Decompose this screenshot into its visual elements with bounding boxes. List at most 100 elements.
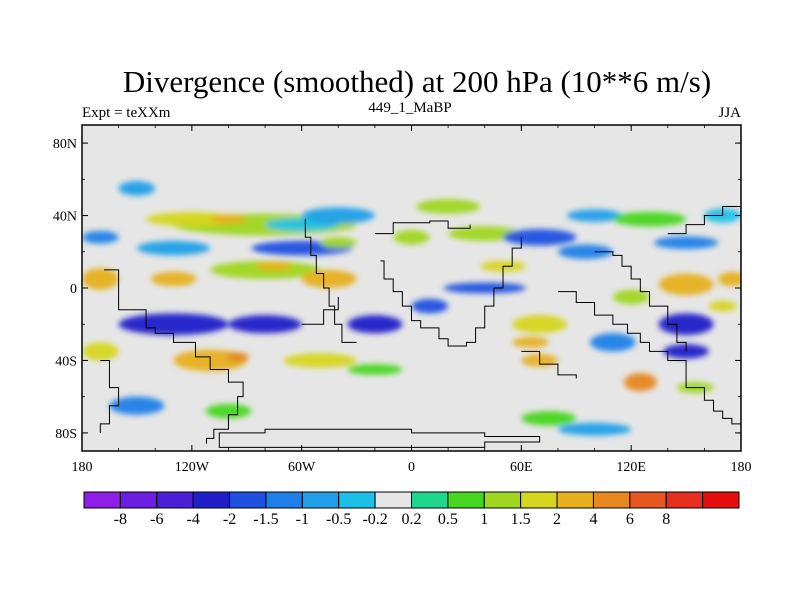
coastline-segment	[594, 251, 687, 352]
colorbar-box	[665, 491, 704, 509]
y-tick-label: 80S	[55, 427, 77, 442]
colorbar-label: 6	[626, 511, 634, 528]
field-blob	[150, 271, 197, 287]
field-blob	[146, 211, 238, 227]
colorbar-box	[411, 491, 449, 509]
y-tick-label: 40S	[55, 354, 77, 369]
field-blob	[109, 396, 165, 415]
field-blob	[448, 226, 522, 241]
field-blob	[718, 271, 741, 287]
field-blob	[255, 261, 293, 271]
field-blob	[347, 315, 403, 334]
field-blob	[521, 411, 577, 426]
field-blob	[118, 313, 229, 336]
colorbar-box	[192, 491, 231, 509]
colorbar-label: 1	[480, 511, 488, 528]
colorbar-label: 1.5	[511, 511, 531, 528]
colorbar-label: 8	[662, 511, 670, 528]
chart-title: Divergence (smoothed) at 200 hPa (10**6 …	[123, 64, 711, 99]
field-blob	[658, 313, 714, 336]
colorbar-box	[338, 491, 376, 509]
field-blob	[82, 268, 119, 290]
field-blob	[708, 300, 737, 312]
field-blob	[347, 364, 403, 375]
field-blob	[557, 244, 613, 260]
coastline-segment	[493, 237, 522, 289]
field-blob	[623, 373, 657, 392]
coastline-segment	[103, 269, 244, 444]
colorbar-label: -0.5	[326, 511, 351, 528]
colorbar: -8 -6 -4 -2 -1.5 -1 -0.5 -0.2 0.2 0.5 1 1.5 2 4 6 8	[83, 491, 740, 528]
coastline-segment	[380, 260, 495, 347]
season-label: JJA	[718, 105, 741, 121]
y-tick-label: 0	[70, 282, 77, 297]
colorbar-box	[629, 491, 667, 509]
x-tick-label: 180	[731, 460, 752, 475]
coastline-segment	[304, 219, 357, 343]
divergence-field	[82, 181, 741, 436]
coastline-segment	[557, 291, 741, 430]
field-blob	[658, 273, 714, 296]
coastline-segment	[521, 350, 577, 379]
colorbar-box	[447, 491, 485, 509]
coastlines	[99, 197, 741, 448]
colorbar-label: -2	[223, 511, 236, 528]
coastline-segment	[301, 297, 339, 325]
colorbar-box	[119, 491, 158, 509]
field-blob	[512, 315, 568, 334]
field-blob	[136, 240, 211, 256]
experiment-label: Expt = teXXm	[82, 105, 171, 121]
field-blob	[416, 199, 481, 214]
antarctica-outline	[218, 428, 541, 448]
field-blob	[612, 289, 650, 305]
colorbar-box	[556, 491, 594, 509]
field-blob	[654, 236, 719, 250]
field-blob	[283, 353, 357, 368]
field-blob	[301, 269, 357, 289]
field-blob	[393, 230, 430, 245]
field-blob	[612, 211, 687, 227]
x-tick-label: 60E	[510, 460, 533, 475]
colorbar-label: 0.2	[402, 511, 422, 528]
field-blob	[443, 282, 526, 294]
map-plot-area: 180 120W 60W 0 60E 120E 180 80N 40N 0 40S 80S	[53, 124, 752, 475]
field-blob	[301, 207, 375, 224]
coastline-segment	[667, 197, 741, 235]
field-blob	[589, 333, 636, 352]
colorbar-box	[592, 491, 631, 509]
colorbar-box	[301, 491, 340, 509]
colorbar-label: -4	[187, 511, 200, 528]
y-tick-label: 80N	[53, 137, 77, 152]
x-tick-label: 60W	[288, 460, 316, 475]
colorbar-label: 0.5	[438, 511, 458, 528]
colorbar-label: -6	[150, 511, 163, 528]
field-blob	[205, 403, 252, 419]
colorbar-label: 2	[553, 511, 561, 528]
field-blob	[557, 422, 632, 436]
x-tick-label: 120W	[175, 460, 210, 475]
y-axis-ticks: 80N 40N 0 40S 80S	[53, 137, 741, 442]
colorbar-label: -8	[114, 511, 127, 528]
field-blob	[226, 352, 249, 362]
colorbar-box	[520, 491, 558, 509]
colorbar-box	[483, 491, 522, 509]
colorbar-label: -0.2	[362, 511, 387, 528]
field-blob	[567, 209, 623, 222]
field-blob	[82, 230, 119, 244]
colorbar-box	[374, 491, 413, 509]
colorbar-box	[265, 491, 303, 509]
field-blob	[118, 181, 156, 196]
colorbar-label: -1	[296, 511, 309, 528]
field-blob	[210, 214, 247, 224]
colorbar-box	[83, 491, 121, 509]
run-label: 449_1_MaBP	[368, 100, 451, 116]
colorbar-label: -1.5	[253, 511, 278, 528]
x-tick-label: 180	[72, 460, 93, 475]
field-blob	[82, 342, 119, 361]
colorbar-box	[156, 491, 194, 509]
field-blob	[319, 237, 357, 249]
colorbar-box	[229, 491, 267, 509]
colorbar-box	[702, 491, 740, 509]
field-blob	[503, 229, 577, 246]
